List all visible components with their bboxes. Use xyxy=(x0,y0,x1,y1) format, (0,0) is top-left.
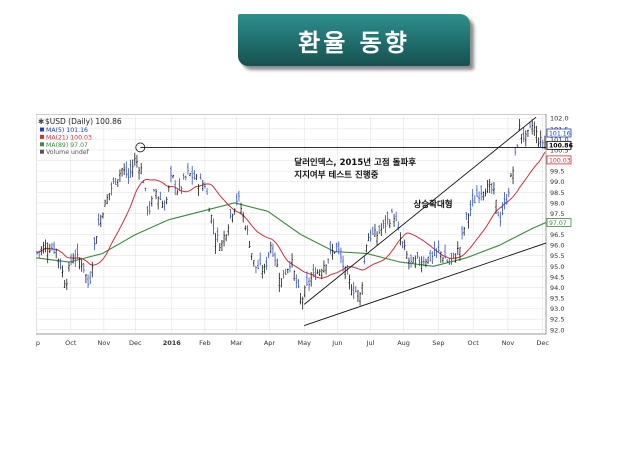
y-tick-label: 101.0 xyxy=(550,136,569,144)
annotation-text: 상승확대형 xyxy=(414,199,453,210)
y-tick-label: 99.5 xyxy=(550,168,564,176)
x-tick-label: Mar xyxy=(230,339,243,347)
y-tick-label: 92.0 xyxy=(550,326,564,334)
y-tick-label: 95.0 xyxy=(550,263,564,271)
price-tag-label: 100.03 xyxy=(549,157,571,164)
legend-swatch xyxy=(40,134,44,139)
y-tick-label: 94.5 xyxy=(550,273,564,281)
legend-entry: MA(89) 97.07 xyxy=(46,142,88,149)
price-tag-label: 100.86 xyxy=(549,143,573,150)
x-tick-label: Feb xyxy=(199,339,211,347)
price-tag-box xyxy=(546,140,572,150)
legend-swatch xyxy=(40,142,44,147)
chart-logo-icon: ✱ xyxy=(38,117,44,126)
x-tick-label: 2016 xyxy=(163,339,182,347)
price-layer xyxy=(36,118,546,310)
legend-swatch xyxy=(40,149,44,154)
y-tick-label: 96.5 xyxy=(550,231,564,239)
trendline-layer xyxy=(135,116,547,326)
x-tick-label: Apr xyxy=(264,339,276,347)
legend-entry: MA(5) 101.16 xyxy=(46,127,88,134)
x-tick-label: Aug xyxy=(397,339,410,347)
x-tick-label: Dec xyxy=(536,339,549,347)
y-tick-label: 97.5 xyxy=(550,210,564,218)
legend-entry: MA(21) 100.03 xyxy=(46,134,92,141)
chart-title: $USD (Daily) 100.86 xyxy=(45,117,122,126)
trendline xyxy=(303,116,537,305)
title-banner: 환율 동향 xyxy=(238,14,470,66)
y-tick-label: 100.5 xyxy=(550,146,569,154)
price-tag-box xyxy=(546,155,572,165)
ma89-line xyxy=(36,202,547,267)
y-tick-label: 99.0 xyxy=(550,178,564,186)
y-tick-label: 102.0 xyxy=(550,115,569,123)
price-tag-label: 101.16 xyxy=(549,130,571,137)
price-tags: 101.16 100.86 100.03 97.07 xyxy=(546,128,573,227)
x-axis: ep Oct Nov Dec 2016 Feb Mar Apr May Jun Jul Aug Sep O… xyxy=(36,339,549,347)
x-tick-label: Oct xyxy=(468,339,480,347)
price-tag-box xyxy=(546,218,572,227)
x-tick-label: Oct xyxy=(65,339,77,347)
grid-lines xyxy=(36,114,546,334)
page-title: 환율 동향 xyxy=(298,28,410,57)
annotation-text: 달러인덱스, 2015년 고점 돌파후 xyxy=(294,157,416,168)
price-tag-box xyxy=(546,128,572,138)
x-tick-label: Nov xyxy=(98,339,111,347)
y-tick-label: 96.0 xyxy=(550,242,564,250)
y-tick-label: 93.0 xyxy=(550,305,564,313)
ma89-layer xyxy=(36,202,547,267)
trendline xyxy=(304,242,547,326)
x-tick-label: ep xyxy=(36,339,40,347)
y-tick-label: 92.5 xyxy=(550,316,564,324)
price-tag-label: 97.07 xyxy=(549,220,567,227)
x-tick-label: Jul xyxy=(366,339,375,347)
legend-entry: Volume undef xyxy=(46,149,90,156)
legend-swatch xyxy=(40,127,44,132)
annotation-text: 지지여부 테스트 진행중 xyxy=(294,169,378,180)
y-tick-label: 94.0 xyxy=(550,284,564,292)
y-tick-label: 93.5 xyxy=(550,295,564,303)
y-tick-label: 98.5 xyxy=(550,189,564,197)
y-tick-label: 95.5 xyxy=(550,252,564,260)
x-tick-label: Dec xyxy=(129,339,142,347)
x-tick-label: Nov xyxy=(502,339,515,347)
y-tick-label: 98.0 xyxy=(550,199,564,207)
x-tick-label: Sep xyxy=(432,339,444,347)
usd-daily-chart: 92.0 92.5 93.0 93.5 94.0 94.5 95.0 95.5 96.0 96.5… xyxy=(36,114,573,347)
x-tick-label: May xyxy=(298,339,312,347)
x-tick-label: Jun xyxy=(331,339,342,347)
peak-marker-circle xyxy=(135,142,146,153)
